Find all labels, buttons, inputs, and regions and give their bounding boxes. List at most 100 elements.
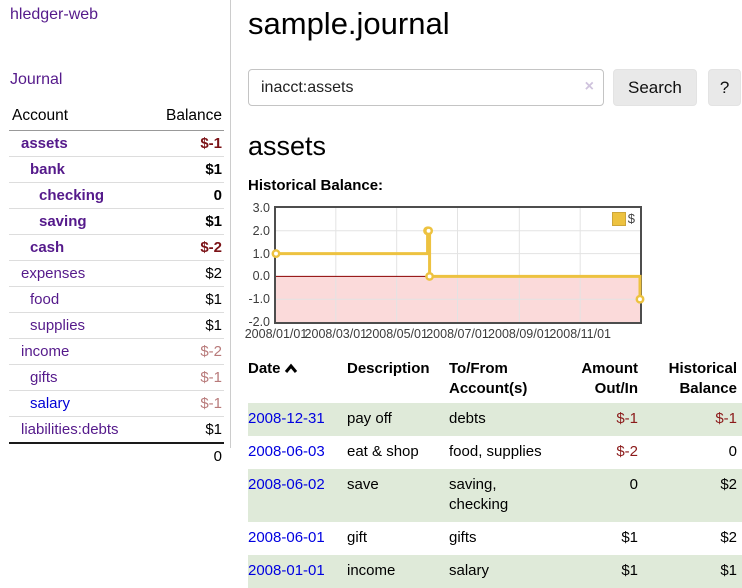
account-link[interactable]: saving (39, 213, 87, 230)
register-amount: $1 (621, 529, 638, 546)
account-row: bank $1 (9, 156, 224, 183)
account-name-cell: cash (9, 234, 148, 261)
search-form: × Search ? (248, 69, 742, 106)
register-date-link[interactable]: 2008-06-03 (248, 443, 325, 460)
search-input-wrap: × (248, 69, 604, 106)
register-balance: 0 (728, 443, 737, 460)
sort-asc-icon (284, 363, 297, 373)
col-amount[interactable]: Amount Out/In (581, 360, 638, 397)
register-description: save (347, 469, 449, 522)
account-link[interactable]: gifts (30, 369, 58, 386)
data-point-marker (425, 271, 435, 281)
account-balance: $1 (147, 286, 224, 313)
account-link[interactable]: bank (30, 161, 66, 178)
register-row: 2008-06-02 save saving, checking 0 $2 (248, 469, 742, 522)
account-link[interactable]: liabilities:debts (21, 421, 119, 438)
register-accounts: salary (449, 555, 563, 588)
col-date[interactable]: Date (248, 355, 347, 403)
account-name-cell: assets (9, 131, 147, 157)
account-link[interactable]: income (21, 343, 70, 360)
account-link[interactable]: cash (30, 239, 65, 256)
register-accounts: gifts (449, 529, 477, 546)
account-link[interactable]: food (30, 291, 60, 308)
nav-journal-link[interactable]: Journal (10, 71, 63, 88)
chart-plot-area: $ 2008/01/01 2008/03/01 2008/05/01 2008/07/… (245, 206, 645, 341)
account-link[interactable]: assets (21, 135, 68, 152)
account-row: saving $1 (9, 208, 224, 235)
help-button[interactable]: ? (707, 69, 742, 106)
accounts-table: Account Balance assets $-1 bank $1 checking 0… (9, 104, 224, 469)
sidebar: hledger-web Journal Account Balance asse… (0, 0, 231, 469)
account-link[interactable]: checking (39, 187, 105, 204)
col-balance[interactable]: Historical Balance (668, 360, 737, 397)
accounts-total-row: 0 (9, 442, 224, 469)
register-date-link[interactable]: 2008-06-01 (248, 529, 325, 546)
account-link[interactable]: salary (30, 395, 71, 412)
account-row: supplies $1 (9, 312, 224, 339)
x-axis-tick-label: 2008/09/01 (488, 327, 551, 341)
historical-balance-chart: 3.0 2.0 1.0 0.0 -1.0 -2.0 $ 2008/01/01 2008/03… (245, 201, 648, 346)
register-date-link[interactable]: 2008-12-31 (248, 410, 325, 427)
data-point-marker (635, 294, 645, 304)
account-name-cell: checking (9, 182, 148, 209)
register-balance: $-1 (643, 403, 742, 436)
account-balance: $1 (147, 416, 224, 443)
search-input[interactable] (248, 69, 604, 106)
account-balance: $1 (147, 312, 224, 339)
page-title: sample.journal (248, 6, 450, 41)
x-axis-tick-label: 2008/05/01 (365, 327, 428, 341)
register-accounts: debts (449, 403, 563, 436)
register-table: Date Description To/From Account(s) Amou… (248, 355, 742, 588)
account-name-cell: food (9, 286, 148, 313)
account-row: food $1 (9, 286, 224, 313)
account-row: gifts $-1 (9, 364, 224, 391)
account-name-cell: supplies (9, 312, 148, 339)
account-balance: $-2 (147, 234, 224, 261)
col-description[interactable]: Description (347, 360, 430, 377)
register-date-link[interactable]: 2008-06-02 (248, 476, 325, 493)
account-link[interactable]: supplies (30, 317, 86, 334)
brand-link[interactable]: hledger-web (10, 6, 99, 23)
account-balance: $-1 (200, 135, 222, 152)
account-name-cell: income (9, 338, 148, 365)
account-balance: $2 (147, 260, 224, 287)
account-name-cell: liabilities:debts (9, 416, 148, 443)
y-axis-tick-label: 2.0 (252, 223, 270, 238)
register-description: gift (347, 529, 368, 546)
chart-legend: $ (609, 211, 637, 227)
account-row: salary $-1 (9, 390, 224, 417)
col-accounts[interactable]: To/From Account(s) (449, 360, 528, 397)
account-name-cell: gifts (9, 364, 148, 391)
register-amount: 0 (563, 469, 643, 522)
register-date-link[interactable]: 2008-01-01 (248, 562, 325, 579)
register-date-cell: 2008-01-01 (248, 555, 347, 588)
register-description: pay off (347, 403, 449, 436)
legend-swatch-icon (611, 212, 626, 226)
account-balance: $1 (147, 208, 224, 235)
register-balance: $2 (643, 469, 742, 522)
x-axis-tick-label: 2008/07/01 (426, 327, 489, 341)
account-balance: 0 (147, 182, 224, 209)
account-balance: $-1 (147, 364, 224, 391)
data-point-marker (424, 226, 434, 236)
register-date-cell: 2008-06-01 (248, 522, 347, 555)
register-description: eat & shop (347, 443, 419, 460)
account-row: assets $-1 (9, 131, 224, 157)
account-link[interactable]: expenses (21, 265, 86, 282)
accounts-header-row: Account Balance (9, 104, 224, 131)
legend-label: $ (627, 211, 635, 226)
register-accounts: saving, checking (449, 469, 563, 522)
account-row: cash $-2 (9, 234, 224, 261)
register-balance: $2 (720, 529, 737, 546)
accounts-total-balance: 0 (147, 442, 224, 469)
register-amount: $-1 (563, 403, 643, 436)
account-row: liabilities:debts $1 (9, 416, 224, 443)
account-row: checking 0 (9, 182, 224, 209)
x-axis-tick-label: 2008/03/01 (304, 327, 368, 341)
register-amount: $-2 (616, 443, 638, 460)
search-button[interactable]: Search (613, 69, 697, 106)
chart-y-axis: 3.0 2.0 1.0 0.0 -1.0 -2.0 (248, 201, 274, 329)
main-content: sample.journal × Search ? assets Histori… (245, 0, 742, 588)
register-balance: $1 (643, 555, 742, 588)
clear-search-icon[interactable]: × (584, 78, 594, 95)
